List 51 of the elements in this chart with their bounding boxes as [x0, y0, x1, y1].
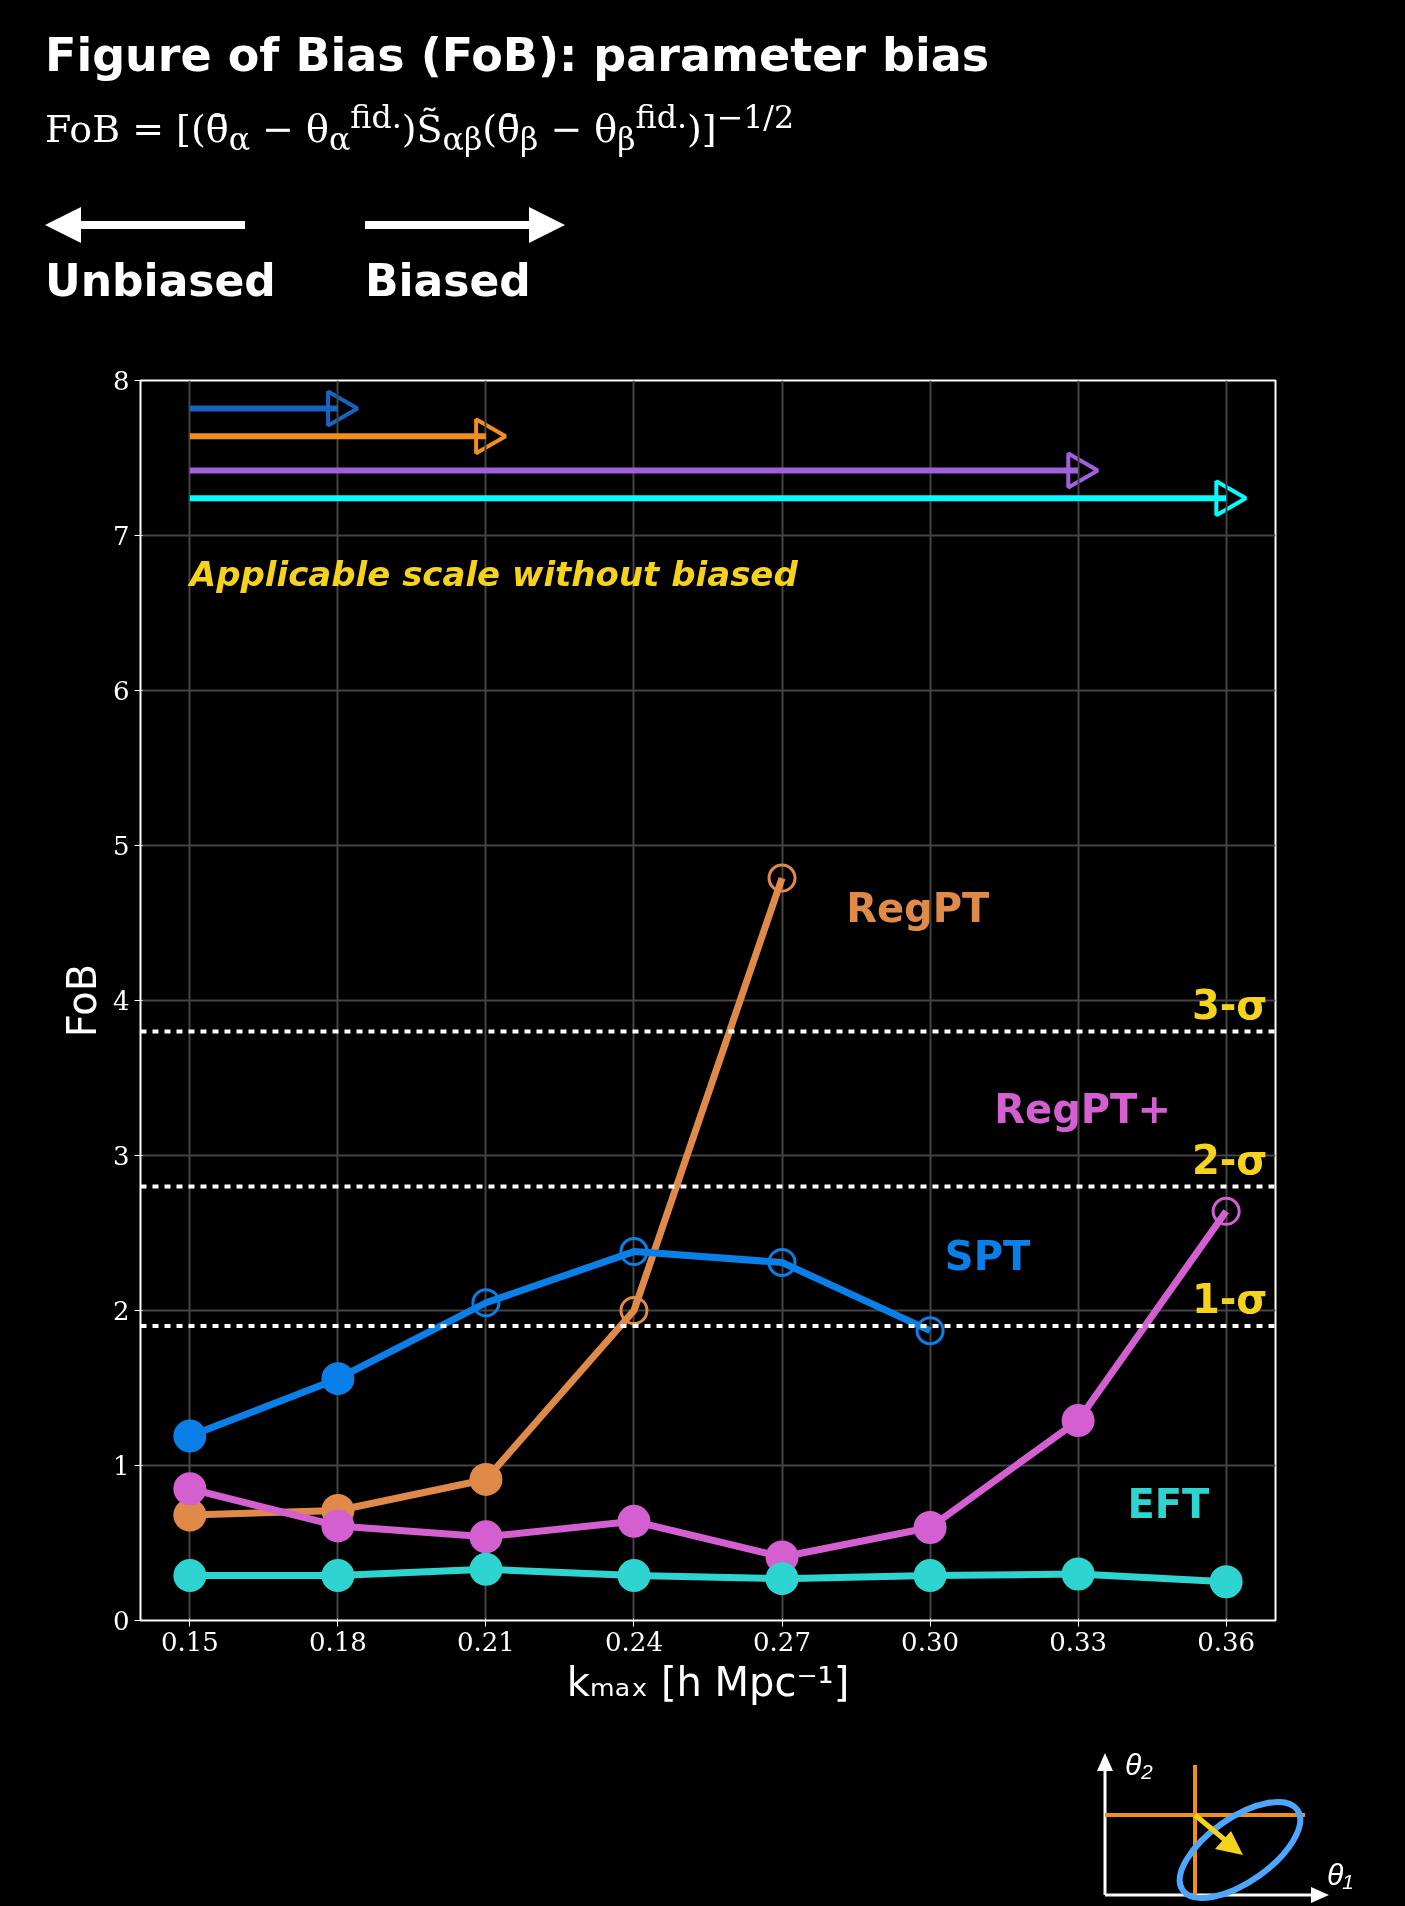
point: [1061, 1557, 1095, 1591]
point: [1209, 1565, 1243, 1599]
x-tick-label: 0.33: [1049, 1626, 1108, 1657]
annotation: Applicable scale without biased: [186, 554, 799, 595]
text: FoB = [(θ̄$_{α}$ − θ$_{α}$$^{fid.}$)S̃$_{αβ}$(θ̄$_{β}$ − θ$_{β}$$^{fid.}$)]$^{−1/2}$: [45, 99, 795, 158]
chart-title: Figure of Bias (FoB): parameter bias: [45, 27, 990, 84]
point: [765, 1562, 799, 1596]
point: [617, 1504, 651, 1538]
y-tick-label: 8: [112, 366, 130, 396]
x-tick-label: 0.15: [160, 1626, 219, 1657]
y-tick-label: 3: [112, 1141, 130, 1171]
y-axis-title: FoB: [58, 963, 105, 1038]
x-tick-label: 0.36: [1197, 1626, 1256, 1657]
point: [915, 1316, 945, 1346]
y-tick-label: 4: [112, 986, 130, 1016]
point: [619, 1237, 649, 1267]
series-label: EFT: [1127, 1481, 1211, 1528]
text: Biased: [365, 254, 532, 309]
point: [913, 1559, 947, 1593]
point: [617, 1559, 651, 1593]
y-tick-label: 2: [112, 1296, 130, 1326]
point: [469, 1520, 503, 1554]
point: [321, 1559, 355, 1593]
ref-line-label: 2-σ: [1191, 1136, 1268, 1183]
x-tick-label: 0.21: [456, 1626, 515, 1657]
y-tick-label: 6: [112, 676, 130, 706]
ref-line-label: 1-σ: [1191, 1276, 1268, 1322]
x-tick-label: 0.27: [753, 1626, 811, 1657]
point: [321, 1509, 355, 1543]
y-tick-label: 1: [112, 1451, 130, 1481]
point: [469, 1552, 503, 1586]
point: [173, 1559, 207, 1593]
text: Unbiased: [45, 254, 276, 309]
x-axis-title: kₘₐₓ [h Mpc⁻¹]: [566, 1658, 850, 1705]
point: [469, 1462, 503, 1496]
point: [767, 1247, 797, 1277]
ref-line-label: 3-σ: [1191, 981, 1268, 1028]
y-tick-label: 7: [112, 521, 130, 551]
y-tick-label: 5: [112, 831, 130, 861]
x-tick-label: 0.30: [901, 1626, 960, 1657]
text: RegPT+: [994, 1086, 1171, 1132]
point: [173, 1472, 207, 1506]
point: [471, 1288, 501, 1318]
picture-parameter-plane: θ₂ θ₁: [1065, 1745, 1365, 1906]
point: [1061, 1404, 1095, 1438]
point: [913, 1511, 947, 1544]
series-label: RegPT: [846, 884, 991, 931]
x-tick-label: 0.18: [308, 1626, 367, 1657]
x-tick-label: 0.24: [605, 1626, 663, 1657]
series-label: SPT: [944, 1233, 1031, 1280]
y-tick-label: 0: [112, 1606, 130, 1636]
